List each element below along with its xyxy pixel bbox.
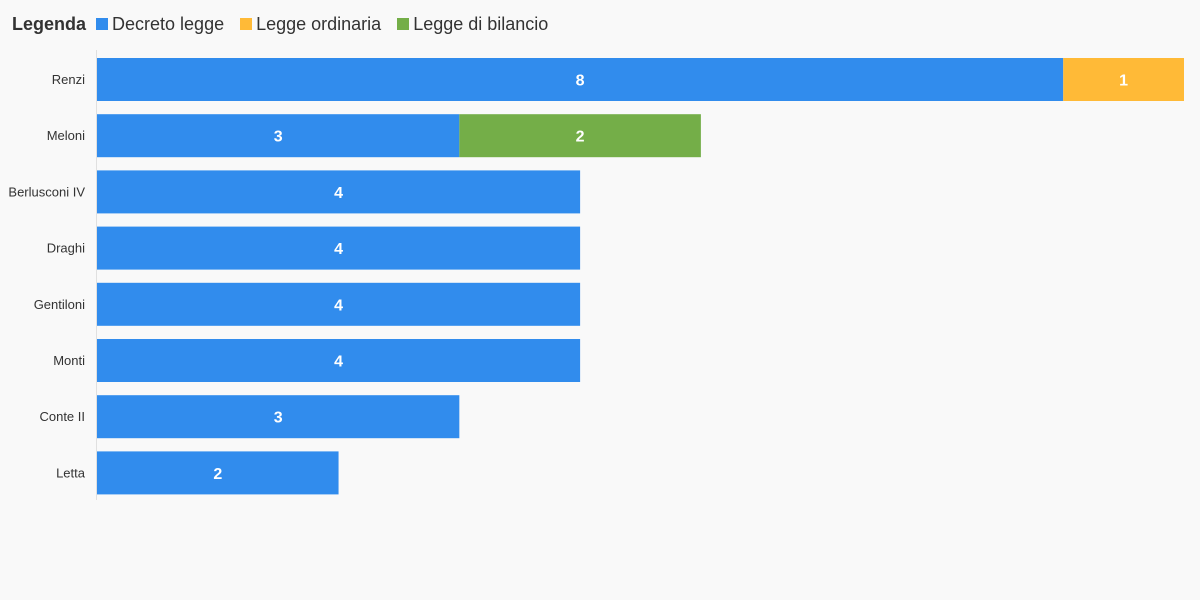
category-labels: Renzi Meloni Berlusconi IV Draghi Gentiloni M… xyxy=(8,72,85,480)
legend-swatch-decreto-legge xyxy=(96,18,109,30)
bar-letta-decreto-legge[interactable] xyxy=(97,451,339,495)
bar-gentiloni-decreto-legge[interactable] xyxy=(97,282,581,326)
legend-swatch-legge-di-bilancio xyxy=(397,18,410,30)
category-label-gentiloni: Gentiloni xyxy=(34,297,85,312)
data-label-monti-decreto-legge: 4 xyxy=(334,354,343,371)
bar-draghi-decreto-legge[interactable] xyxy=(97,226,581,270)
legend-label-legge-di-bilancio: Legge di bilancio xyxy=(413,13,549,34)
legend-item-legge-di-bilancio[interactable]: Legge di bilancio xyxy=(397,14,548,35)
bar-renzi-decreto-legge[interactable] xyxy=(97,58,1064,101)
bar-berlusconi-iv-decreto-legge[interactable] xyxy=(97,170,581,214)
legend-label-legge-ordinaria: Legge ordinaria xyxy=(256,13,382,34)
legend-swatch-legge-ordinaria xyxy=(240,18,253,30)
data-label-renzi-legge-ordinaria: 1 xyxy=(1119,73,1128,90)
category-label-meloni: Meloni xyxy=(47,128,85,143)
data-label-letta-decreto-legge: 2 xyxy=(213,466,222,483)
bars-layer: 8 1 3 2 4 4 4 4 3 2 xyxy=(97,58,1184,495)
category-label-draghi: Draghi xyxy=(47,241,85,256)
legend-label-decreto-legge: Decreto legge xyxy=(112,13,225,34)
data-label-renzi-decreto-legge: 8 xyxy=(576,73,585,90)
data-label-conte-ii-decreto-legge: 3 xyxy=(274,410,283,427)
bar-meloni-legge-di-bilancio[interactable] xyxy=(459,114,701,158)
legend-item-decreto-legge[interactable]: Decreto legge xyxy=(96,14,224,35)
bar-monti-decreto-legge[interactable] xyxy=(97,339,581,382)
bar-renzi-legge-ordinaria[interactable] xyxy=(1063,58,1184,101)
category-label-berlusconi-iv: Berlusconi IV xyxy=(8,184,85,199)
category-label-monti: Monti xyxy=(53,353,85,368)
legend-item-legge-ordinaria[interactable]: Legge ordinaria xyxy=(240,14,381,35)
data-label-berlusconi-iv-decreto-legge: 4 xyxy=(334,185,343,202)
category-label-letta: Letta xyxy=(56,465,86,480)
legend-title: Legenda xyxy=(12,13,87,34)
data-label-meloni-decreto-legge: 3 xyxy=(274,129,283,146)
legend: Legenda Decreto legge Legge ordinaria Le… xyxy=(12,12,564,36)
category-label-renzi: Renzi xyxy=(52,72,85,87)
data-label-draghi-decreto-legge: 4 xyxy=(334,241,343,258)
data-label-meloni-legge-di-bilancio: 2 xyxy=(576,129,585,146)
category-label-conte-ii: Conte II xyxy=(39,409,85,424)
data-label-gentiloni-decreto-legge: 4 xyxy=(334,297,343,314)
bar-conte-ii-decreto-legge[interactable] xyxy=(97,395,460,439)
bar-meloni-decreto-legge[interactable] xyxy=(97,114,460,158)
